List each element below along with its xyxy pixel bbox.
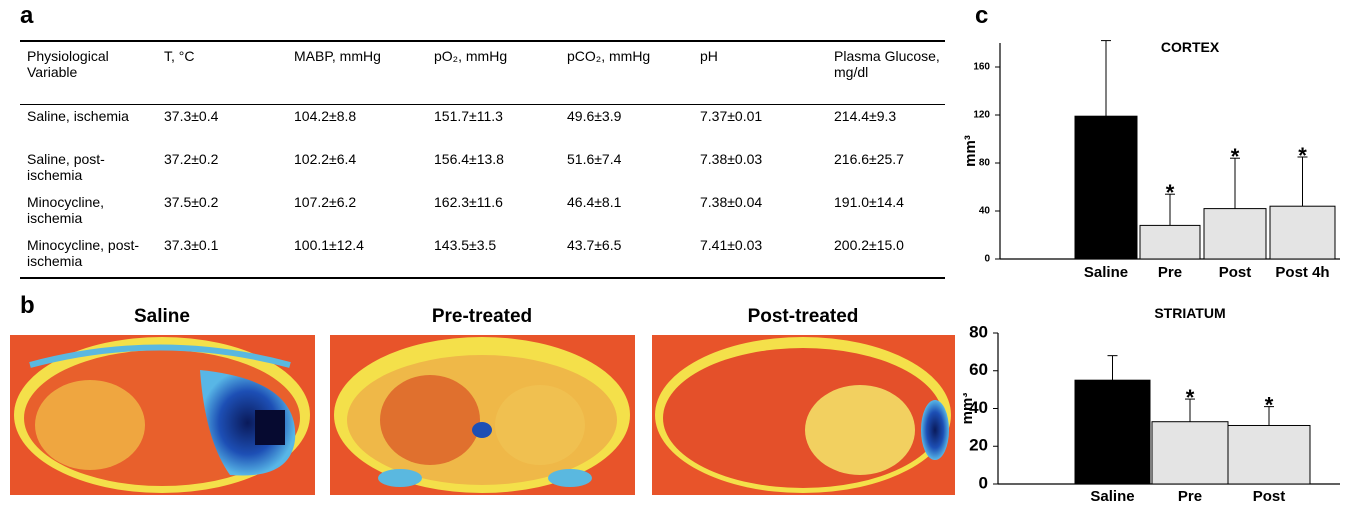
significance-mark: * bbox=[1186, 385, 1195, 410]
brain-image bbox=[10, 335, 315, 495]
bar bbox=[1228, 425, 1310, 484]
y-tick-label: 80 bbox=[979, 158, 991, 169]
y-tick-label: 160 bbox=[973, 62, 990, 73]
bar bbox=[1075, 116, 1137, 259]
bar bbox=[1140, 225, 1200, 259]
x-tick-label: Post 4h bbox=[1275, 264, 1329, 281]
bar bbox=[1204, 209, 1266, 259]
chart-title: STRIATUM bbox=[1154, 305, 1225, 321]
y-tick-label: 0 bbox=[979, 473, 988, 492]
brain-image bbox=[652, 335, 955, 495]
images: Saline Pre-treated Post-treated bbox=[0, 0, 960, 521]
y-axis-label: mm³ bbox=[963, 135, 979, 167]
y-tick-label: 60 bbox=[969, 360, 988, 379]
x-tick-label: Post bbox=[1219, 264, 1252, 281]
image-title: Saline bbox=[134, 306, 190, 327]
significance-mark: * bbox=[1298, 143, 1307, 168]
image-title: Post-treated bbox=[748, 306, 859, 327]
y-tick-label: 80 bbox=[969, 322, 988, 341]
x-tick-label: Pre bbox=[1158, 264, 1182, 281]
x-tick-label: Pre bbox=[1178, 488, 1202, 505]
bar bbox=[1270, 206, 1335, 259]
significance-mark: * bbox=[1231, 144, 1240, 169]
bar bbox=[1075, 380, 1150, 484]
brain-image bbox=[330, 335, 635, 495]
x-tick-label: Post bbox=[1253, 488, 1286, 505]
y-tick-label: 20 bbox=[969, 436, 988, 455]
page: a b c Physiological VariableT, °CMABP, m… bbox=[0, 0, 1353, 521]
chart-title: CORTEX bbox=[1161, 39, 1220, 55]
bar bbox=[1152, 422, 1228, 484]
charts: 0 40 80 120 160 CORTEX mm³ Saline * Pre * Post * Post… bbox=[963, 0, 1353, 521]
x-tick-label: Saline bbox=[1084, 264, 1128, 281]
significance-mark: * bbox=[1166, 180, 1175, 205]
y-tick-label: 40 bbox=[979, 206, 991, 217]
y-tick-label: 0 bbox=[984, 254, 990, 265]
y-axis-label: mm³ bbox=[963, 393, 976, 425]
x-tick-label: Saline bbox=[1090, 488, 1134, 505]
y-tick-label: 120 bbox=[973, 110, 990, 121]
image-title: Pre-treated bbox=[432, 306, 532, 327]
significance-mark: * bbox=[1265, 393, 1274, 418]
